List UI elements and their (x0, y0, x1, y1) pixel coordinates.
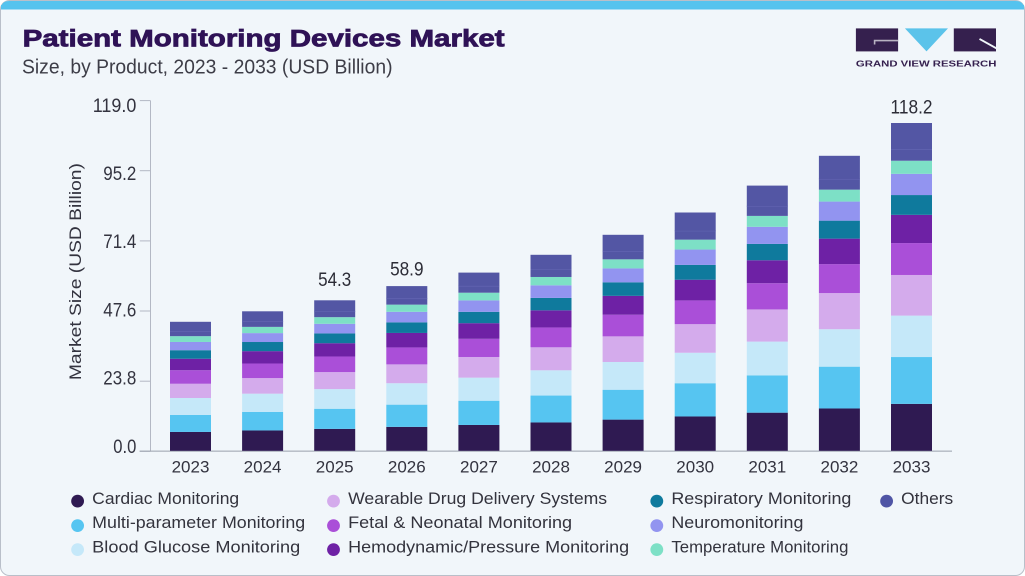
svg-text:Hemodynamic/Pressure Monitorin: Hemodynamic/Pressure Monitoring (348, 538, 629, 557)
svg-text:2023: 2023 (172, 457, 210, 476)
svg-text:Size, by Product, 2023 - 2033: Size, by Product, 2023 - 2033 (USD Billi… (22, 57, 393, 79)
svg-text:95.2: 95.2 (103, 164, 136, 185)
svg-text:2027: 2027 (460, 457, 498, 476)
svg-text:Respiratory Monitoring: Respiratory Monitoring (671, 489, 851, 508)
svg-text:2033: 2033 (893, 457, 931, 476)
svg-text:2029: 2029 (604, 457, 642, 476)
svg-text:71.4: 71.4 (103, 232, 136, 253)
svg-text:Multi-parameter Monitoring: Multi-parameter Monitoring (92, 513, 305, 532)
svg-text:23.8: 23.8 (103, 369, 136, 390)
svg-text:Others: Others (901, 489, 953, 508)
svg-text:2026: 2026 (388, 457, 426, 476)
svg-text:2032: 2032 (820, 457, 858, 476)
svg-text:Temperature Monitoring: Temperature Monitoring (671, 538, 848, 557)
svg-text:Neuromonitoring: Neuromonitoring (671, 513, 803, 532)
svg-text:2031: 2031 (748, 457, 786, 476)
svg-text:Blood Glucose Monitoring: Blood Glucose Monitoring (92, 538, 300, 557)
svg-text:47.6: 47.6 (103, 300, 136, 321)
svg-text:0.0: 0.0 (113, 437, 136, 458)
svg-text:2028: 2028 (532, 457, 570, 476)
svg-text:119.0: 119.0 (93, 96, 137, 117)
svg-text:Patient Monitoring Devices Mar: Patient Monitoring Devices Market (23, 26, 505, 53)
svg-text:2025: 2025 (316, 457, 354, 476)
svg-text:58.9: 58.9 (390, 259, 423, 280)
svg-text:Market Size (USD Billion): Market Size (USD Billion) (66, 163, 85, 380)
svg-text:Fetal & Neonatal Monitoring: Fetal & Neonatal Monitoring (348, 513, 572, 532)
svg-text:54.3: 54.3 (318, 270, 351, 291)
svg-text:GRAND VIEW RESEARCH: GRAND VIEW RESEARCH (856, 58, 997, 68)
svg-text:Wearable Drug Delivery Systems: Wearable Drug Delivery Systems (348, 489, 607, 508)
svg-text:2024: 2024 (244, 457, 282, 476)
svg-text:2030: 2030 (676, 457, 714, 476)
svg-text:118.2: 118.2 (891, 97, 933, 118)
svg-text:Cardiac Monitoring: Cardiac Monitoring (92, 489, 239, 508)
